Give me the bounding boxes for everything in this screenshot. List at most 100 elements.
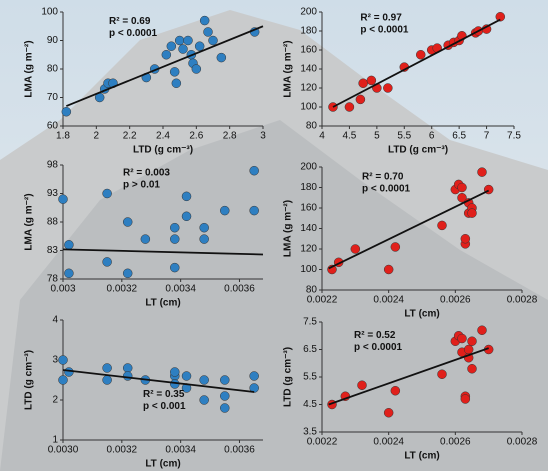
point xyxy=(477,167,487,177)
point xyxy=(344,102,355,112)
x-tick-label: 0.0028 xyxy=(507,437,538,448)
x-axis-title: LT (cm) xyxy=(404,309,439,320)
x-tick-label: 7.5 xyxy=(507,131,521,142)
trendline xyxy=(328,347,489,406)
trendline xyxy=(65,25,264,107)
x-tick-label: 4.5 xyxy=(342,131,356,142)
y-tick-label: 3 xyxy=(52,355,58,366)
annotation: R² = 0.69 xyxy=(109,16,151,27)
point xyxy=(390,242,401,252)
point xyxy=(102,257,112,267)
x-tick-label: 0.0036 xyxy=(224,284,255,295)
y-axis-title: LTD (g cm⁻³) xyxy=(24,350,35,410)
point xyxy=(366,75,377,86)
y-tick-label: 98 xyxy=(47,160,59,171)
x-tick-label: 0.0030 xyxy=(48,445,79,456)
y-tick-label: 100 xyxy=(300,264,317,275)
y-tick-label: 140 xyxy=(300,64,317,75)
annotation: p > 0.01 xyxy=(123,180,160,191)
y-tick-label: 88 xyxy=(47,217,59,228)
point xyxy=(220,403,230,413)
point xyxy=(437,369,447,379)
point xyxy=(194,41,205,51)
x-tick-label: 5 xyxy=(374,131,380,142)
y-tick-label: 1 xyxy=(52,435,58,446)
x-axis-title: LTD (g cm⁻³) xyxy=(388,145,448,156)
point xyxy=(122,217,133,227)
point xyxy=(203,27,213,37)
y-tick-label: 83 xyxy=(47,245,59,256)
annotation: R² = 0.52 xyxy=(354,330,396,341)
point xyxy=(249,165,259,176)
y-axis-title: LMA (g m⁻²) xyxy=(283,200,294,257)
point xyxy=(208,35,218,46)
y-tick-label: 3.5 xyxy=(303,427,317,438)
x-tick-label: 7 xyxy=(484,131,490,142)
point xyxy=(161,50,172,60)
x-axis-title: LT (cm) xyxy=(145,459,180,470)
point xyxy=(191,64,202,74)
point xyxy=(58,375,68,385)
point xyxy=(61,107,72,117)
annotation: R² = 0.97 xyxy=(360,12,402,23)
y-tick-label: 200 xyxy=(300,7,317,18)
point xyxy=(122,363,133,373)
point xyxy=(457,182,467,193)
point xyxy=(463,344,474,355)
x-tick-label: 0.0026 xyxy=(440,295,471,306)
point xyxy=(64,240,74,250)
point xyxy=(102,188,112,199)
point xyxy=(460,234,471,244)
point xyxy=(383,264,394,275)
y-tick-label: 78 xyxy=(47,274,59,285)
y-tick-label: 200 xyxy=(300,162,317,173)
point xyxy=(64,367,74,377)
point xyxy=(199,222,209,233)
point xyxy=(170,367,180,377)
x-tick-label: 0.0024 xyxy=(373,437,404,448)
point xyxy=(170,262,180,273)
x-tick-label: 0.0024 xyxy=(373,295,404,306)
point xyxy=(58,194,68,204)
x-tick-label: 0.0028 xyxy=(507,295,538,306)
y-tick-label: 5.5 xyxy=(303,372,317,383)
point xyxy=(457,193,467,203)
point xyxy=(122,268,133,279)
trendline xyxy=(62,369,255,393)
point xyxy=(467,364,477,374)
x-tick-label: 0.0034 xyxy=(165,445,196,456)
x-tick-label: 0.0032 xyxy=(107,445,138,456)
point xyxy=(477,325,487,335)
point xyxy=(166,41,177,51)
trendline xyxy=(332,18,501,108)
point xyxy=(390,386,401,396)
y-tick-label: 120 xyxy=(300,83,317,94)
trendline xyxy=(328,189,490,270)
x-tick-label: 0.003 xyxy=(50,284,75,295)
y-tick-label: 180 xyxy=(300,182,317,193)
annotation: R² = 0.003 xyxy=(123,168,170,179)
y-axis-title: LMA (g m⁻²) xyxy=(24,40,35,97)
point xyxy=(383,408,394,418)
point xyxy=(170,222,180,233)
y-axis-title: LMA (g m⁻²) xyxy=(24,193,35,250)
y-axis-title: LTD (g cm⁻³) xyxy=(283,347,294,407)
x-tick-label: 2.8 xyxy=(223,131,237,142)
point xyxy=(495,12,506,22)
x-tick-label: 2.6 xyxy=(189,131,203,142)
point xyxy=(140,234,151,244)
x-tick-label: 0.0022 xyxy=(307,437,338,448)
point xyxy=(460,394,471,404)
point xyxy=(249,371,259,381)
point xyxy=(383,83,393,93)
x-axis-title: LT (cm) xyxy=(404,451,439,462)
point xyxy=(183,35,193,46)
y-tick-label: 7.5 xyxy=(303,317,317,328)
point xyxy=(355,94,366,105)
point xyxy=(178,44,188,54)
annotation: p < 0.0001 xyxy=(362,183,411,194)
y-tick-label: 93 xyxy=(47,188,59,199)
y-tick-label: 80 xyxy=(306,121,318,132)
point xyxy=(169,67,180,77)
